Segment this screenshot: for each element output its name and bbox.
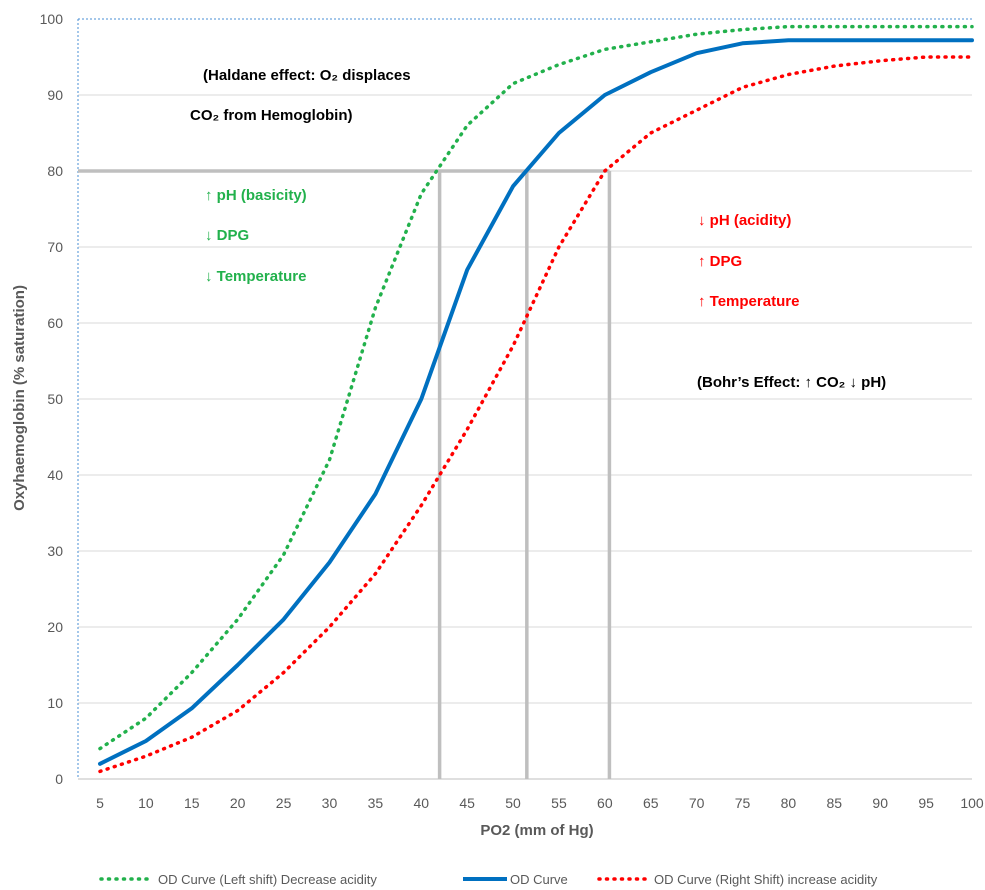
y-tick-label: 30 <box>47 543 63 559</box>
series-line-od-curve <box>98 38 974 766</box>
y-tick-label: 10 <box>47 695 63 711</box>
y-tick-label: 40 <box>47 467 63 483</box>
y-tick-label: 60 <box>47 315 63 331</box>
legend: OD Curve (Left shift) Decrease acidity O… <box>99 872 878 887</box>
x-axis-ticks: 5 10 15 20 25 30 35 40 45 50 55 60 65 70 75 80 85 90 95 100 <box>96 795 984 811</box>
x-tick-label: 55 <box>551 795 567 811</box>
x-tick-label: 75 <box>735 795 751 811</box>
x-tick-label: 25 <box>276 795 292 811</box>
haldane-annotation-line1: (Haldane effect: O₂ displaces <box>203 67 411 84</box>
right-shift-temperature-label: ↑ Temperature <box>698 293 799 310</box>
y-tick-label: 70 <box>47 239 63 255</box>
x-axis-title: PO2 (mm of Hg) <box>480 822 593 839</box>
x-tick-label: 15 <box>184 795 200 811</box>
x-tick-label: 95 <box>918 795 934 811</box>
x-tick-label: 5 <box>96 795 104 811</box>
legend-item-od-curve: OD Curve <box>463 872 568 887</box>
left-shift-dpg-label: ↓ DPG <box>205 227 249 244</box>
x-tick-label: 50 <box>505 795 521 811</box>
left-shift-temperature-label: ↓ Temperature <box>205 268 306 285</box>
series-line-right-shift <box>98 55 974 774</box>
right-shift-ph-label: ↓ pH (acidity) <box>698 212 791 229</box>
x-tick-label: 65 <box>643 795 659 811</box>
legend-label-right-shift: OD Curve (Right Shift) increase acidity <box>654 872 878 887</box>
bohr-effect-annotation: (Bohr’s Effect: ↑ CO₂ ↓ pH) <box>697 374 886 391</box>
x-tick-label: 60 <box>597 795 613 811</box>
x-tick-label: 90 <box>872 795 888 811</box>
x-tick-label: 30 <box>322 795 338 811</box>
y-tick-label: 90 <box>47 87 63 103</box>
series-lines <box>98 24 974 774</box>
x-tick-label: 80 <box>781 795 797 811</box>
legend-item-right-shift: OD Curve (Right Shift) increase acidity <box>597 872 878 887</box>
x-tick-label: 10 <box>138 795 154 811</box>
y-tick-label: 20 <box>47 619 63 635</box>
x-tick-label: 85 <box>827 795 843 811</box>
x-tick-label: 70 <box>689 795 705 811</box>
x-tick-label: 40 <box>413 795 429 811</box>
y-axis-ticks: 0 10 20 30 40 50 60 70 80 90 100 <box>40 11 64 787</box>
x-tick-label: 45 <box>459 795 475 811</box>
x-tick-label: 20 <box>230 795 246 811</box>
right-shift-dpg-label: ↑ DPG <box>698 253 742 270</box>
y-tick-label: 80 <box>47 163 63 179</box>
y-tick-label: 0 <box>55 771 63 787</box>
legend-label-od-curve: OD Curve <box>510 872 568 887</box>
annotations: (Haldane effect: O₂ displaces CO₂ from H… <box>190 67 886 391</box>
x-tick-label: 35 <box>368 795 384 811</box>
series-line-left-shift <box>98 24 974 751</box>
y-axis-title: Oxyhaemoglobin (% saturation) <box>11 285 28 511</box>
haldane-annotation-line2: CO₂ from Hemoglobin) <box>190 107 353 124</box>
legend-item-left-shift: OD Curve (Left shift) Decrease acidity <box>99 872 377 887</box>
y-tick-label: 100 <box>40 11 64 27</box>
gridlines <box>77 18 972 780</box>
x-tick-label: 100 <box>960 795 984 811</box>
y-tick-label: 50 <box>47 391 63 407</box>
left-shift-ph-label: ↑ pH (basicity) <box>205 187 307 204</box>
legend-label-left-shift: OD Curve (Left shift) Decrease acidity <box>158 872 377 887</box>
